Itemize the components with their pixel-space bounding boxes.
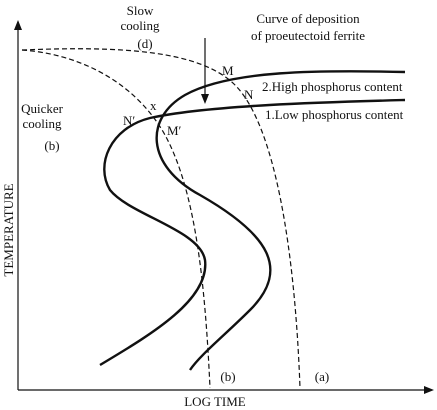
label: (b) xyxy=(44,138,59,153)
point-label: N′ xyxy=(123,113,135,128)
label: (d) xyxy=(137,36,152,51)
label: 2.High phosphorus content xyxy=(262,79,403,94)
point-label: M′ xyxy=(167,123,182,138)
x-axis-label: LOG TIME xyxy=(184,394,246,409)
slow-cooling-curve xyxy=(21,48,301,389)
high-phosphorus-curve xyxy=(155,70,406,371)
label: (a) xyxy=(315,369,329,384)
label: Slow xyxy=(127,3,154,18)
label: cooling xyxy=(121,18,160,33)
point-label: N xyxy=(244,87,254,102)
label: of proeutectoid ferrite xyxy=(251,28,365,43)
y-axis-label: TEMPERATURE xyxy=(1,183,16,276)
label: (b) xyxy=(220,369,235,384)
label: cooling xyxy=(23,116,62,131)
quicker-cooling-curve xyxy=(21,49,211,389)
y-arrow xyxy=(14,20,22,30)
point-label: M xyxy=(222,63,234,78)
x-arrow xyxy=(424,386,434,394)
label: Quicker xyxy=(21,101,64,116)
low-phosphorus-curve xyxy=(99,98,406,367)
label: Curve of deposition xyxy=(256,11,360,26)
arrow-head xyxy=(201,94,209,104)
label: 1.Low phosphorus content xyxy=(265,107,404,122)
point-label: x xyxy=(150,98,157,113)
